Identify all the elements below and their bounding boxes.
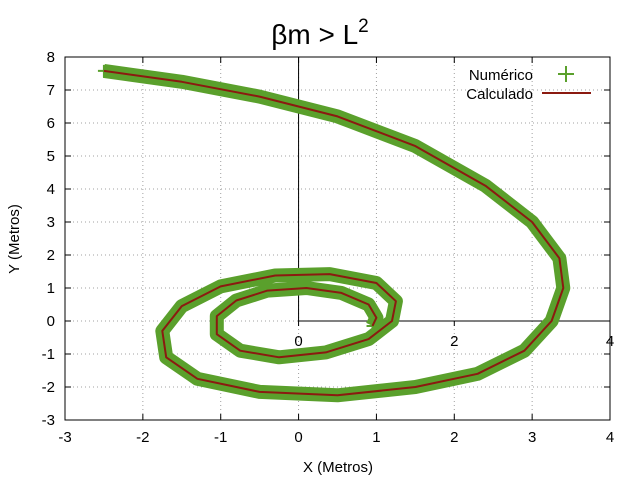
- y-tick-label: 5: [47, 148, 55, 165]
- series-numerico-band: [102, 63, 571, 403]
- legend-label-calculado: Calculado: [466, 86, 533, 103]
- legend: Numérico Calculado: [466, 66, 591, 103]
- x-tick-label: 3: [528, 429, 536, 446]
- x-tick-label: 1: [372, 429, 380, 446]
- legend-label-numerico: Numérico: [469, 67, 533, 84]
- x-tick-label: -3: [58, 429, 71, 446]
- y-tick-label: 8: [47, 49, 55, 66]
- y-axis-title: Y (Metros): [6, 204, 23, 274]
- y-tick-label: 7: [47, 82, 55, 99]
- plot-frame: [64, 56, 611, 421]
- inner-x-tick-label: 2: [450, 333, 458, 350]
- y-tick-label: 6: [47, 115, 55, 132]
- x-tick-label: 2: [450, 429, 458, 446]
- x-tick-label: 0: [294, 429, 302, 446]
- x-tick-label: 4: [606, 429, 614, 446]
- x-axis-title: X (Metros): [303, 459, 373, 476]
- numerico-point: [366, 319, 379, 332]
- y-tick-label: 1: [47, 280, 55, 297]
- x-tick-label: -1: [214, 429, 227, 446]
- y-tick-label: -1: [42, 346, 55, 363]
- legend-marker-plus-icon: [558, 66, 574, 82]
- y-tick-label: 4: [47, 181, 55, 198]
- y-tick-label: 0: [47, 313, 55, 330]
- series-calculado-line: [103, 69, 565, 397]
- x-tick-label: -2: [136, 429, 149, 446]
- y-tick-label: 2: [47, 247, 55, 264]
- y-tick-label: 3: [47, 214, 55, 231]
- y-tick-label: -2: [42, 379, 55, 396]
- y-tick-label: -3: [42, 412, 55, 429]
- chart-title: βm > L2: [271, 16, 369, 50]
- chart-title-superscript: 2: [358, 16, 369, 37]
- series-layer: [97, 63, 571, 403]
- inner-x-tick-label: 0: [294, 333, 302, 350]
- ticks: -3 -2 -1 0 1 2 3 4 -3 -2 -1 0 1 2 3 4 5 6 7 8: [42, 49, 615, 446]
